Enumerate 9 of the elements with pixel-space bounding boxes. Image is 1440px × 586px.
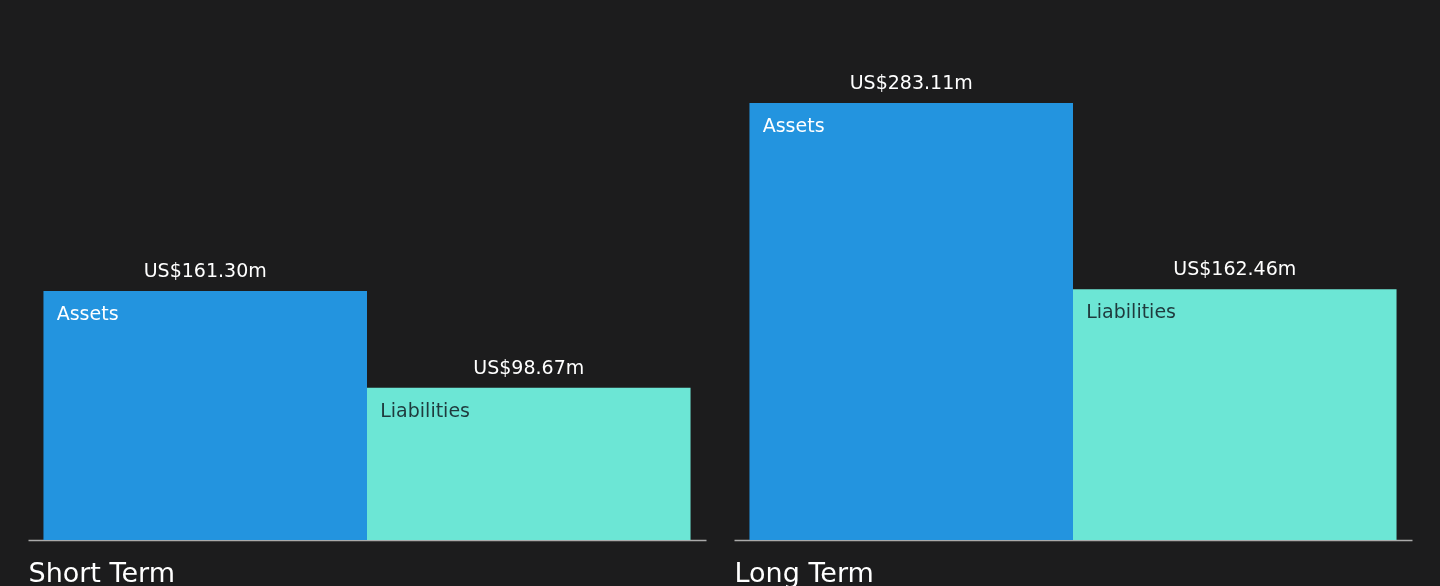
x-axis-title: Short Term (28, 556, 175, 586)
series-label: Liabilities (380, 398, 470, 421)
data-label: US$162.46m (1173, 257, 1297, 280)
series-label: Assets (56, 302, 119, 325)
series-label: Assets (762, 114, 825, 136)
series-label: Liabilities (1086, 300, 1176, 323)
data-label: US$283.11m (849, 71, 973, 93)
data-label: US$161.30m (143, 259, 267, 282)
data-label: US$98.67m (473, 355, 585, 378)
